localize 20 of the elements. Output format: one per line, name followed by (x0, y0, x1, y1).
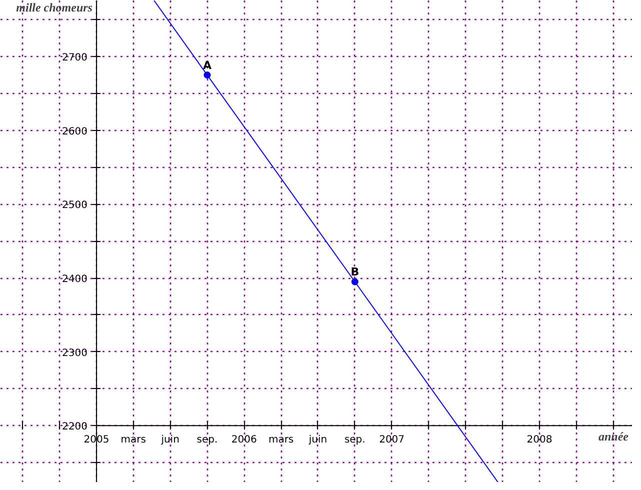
x-tick-label: sep. (196, 434, 218, 446)
y-tick-label: 2700 (62, 52, 88, 64)
y-tick-label: 2200 (62, 422, 88, 433)
x-axis-title: année (598, 430, 630, 444)
x-tick-label: 2007 (379, 434, 405, 446)
y-tick-label: 2300 (62, 348, 88, 359)
x-tick-label: 2006 (231, 434, 257, 446)
x-tick-label: juin (160, 434, 180, 446)
y-axis-title: mille chomeurs (16, 0, 93, 14)
x-tick-label: mars (268, 434, 294, 446)
y-tick-label: 2400 (62, 274, 88, 286)
x-tick-label: 2008 (526, 434, 552, 446)
x-tick-label: juin (308, 434, 328, 446)
annotation: B (350, 266, 360, 279)
y-tick-label: 2500 (62, 200, 88, 212)
x-tick-label: sep. (344, 434, 366, 446)
line-series (154, 0, 499, 482)
y-tick-label: 2600 (62, 126, 88, 138)
x-tick-label: mars (120, 434, 146, 446)
annotation: A (202, 59, 212, 72)
